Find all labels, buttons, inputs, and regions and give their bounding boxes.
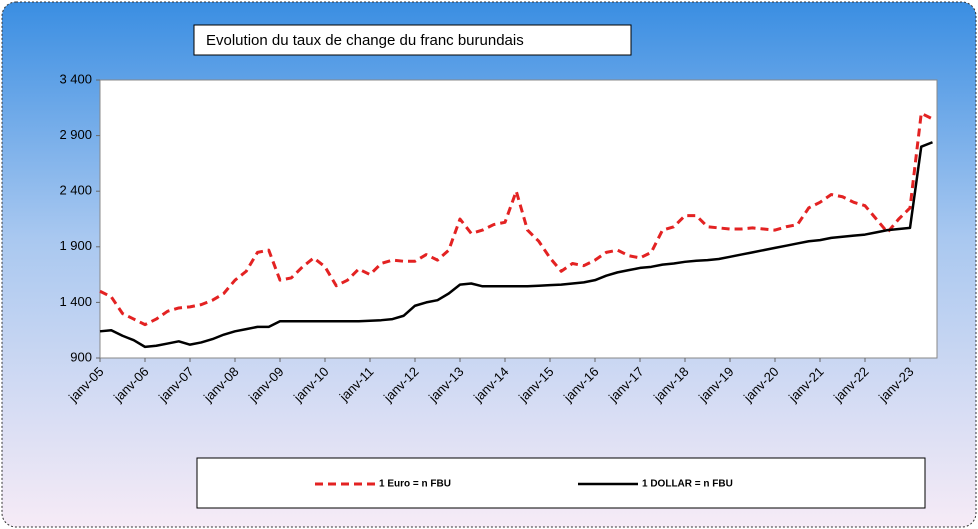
- y-tick-label: 1 400: [59, 294, 92, 309]
- y-tick-label: 2 400: [59, 183, 92, 198]
- title-box: [193, 24, 632, 56]
- plot-area: [99, 79, 938, 359]
- y-tick-label: 900: [70, 349, 92, 364]
- y-tick-label: 1 900: [59, 238, 92, 253]
- chart-title: Evolution du taux de change du franc bur…: [206, 32, 524, 49]
- legend-label: 1 Euro = n FBU: [379, 479, 451, 490]
- legend-label: 1 DOLLAR = n FBU: [642, 479, 733, 490]
- series-line: [99, 111, 934, 327]
- series-line: [99, 141, 933, 349]
- y-tick-label: 3 400: [59, 71, 92, 86]
- y-tick-label: 2 900: [59, 127, 92, 142]
- legend-box: [196, 457, 926, 509]
